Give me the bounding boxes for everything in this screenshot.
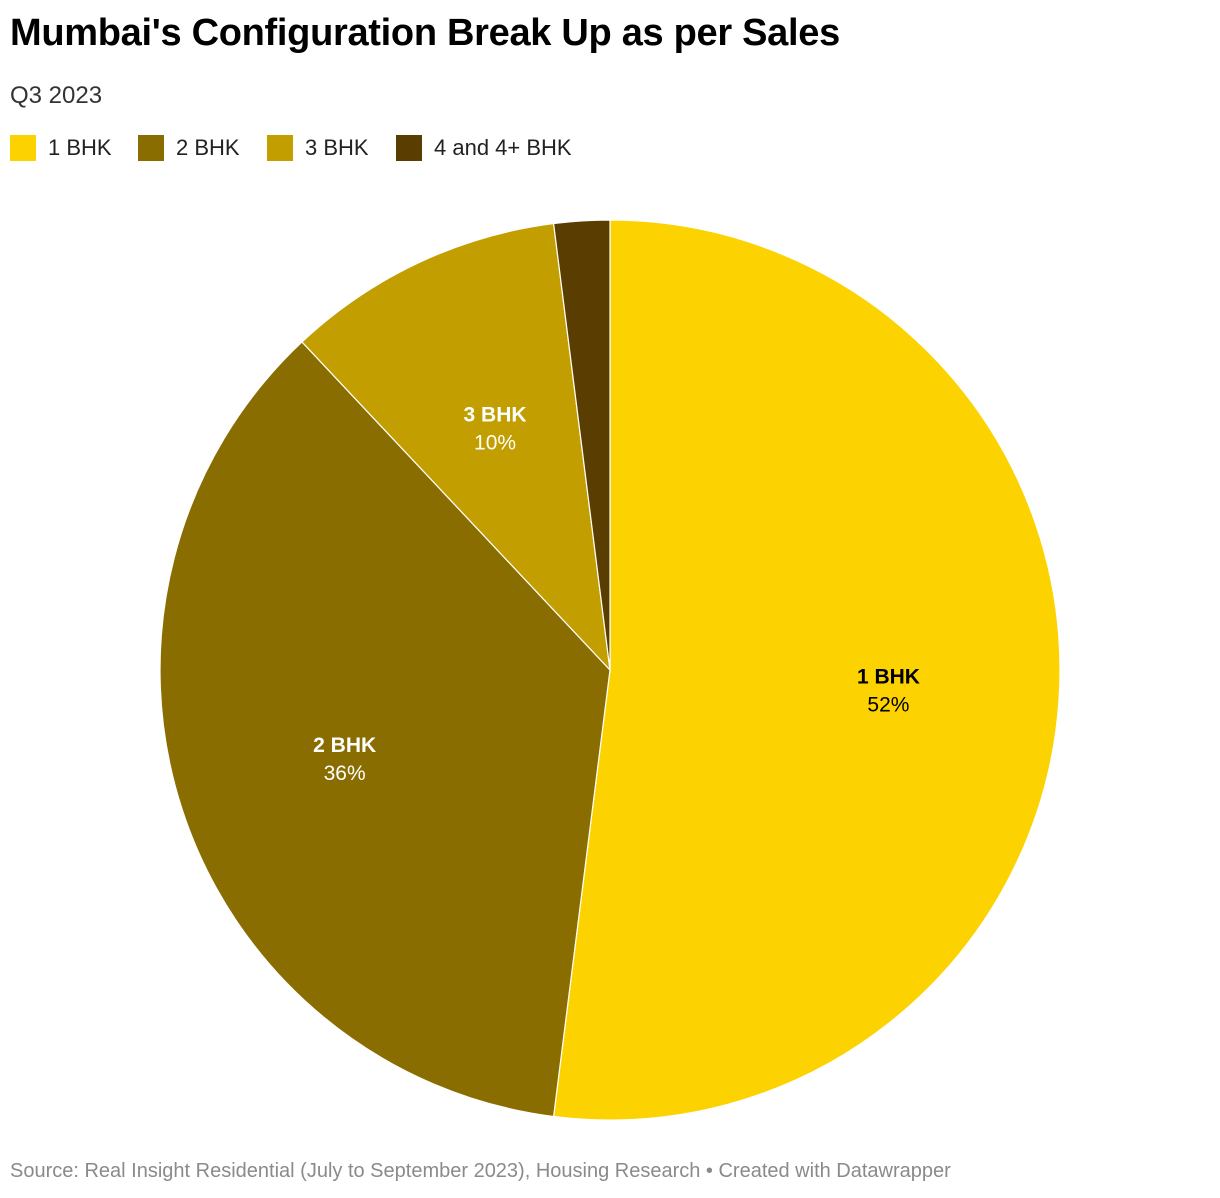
chart-title: Mumbai's Configuration Break Up as per S…: [10, 12, 840, 54]
pie-slice-3-bhk: [301, 222, 611, 672]
slice-value-label: 52%: [867, 694, 909, 717]
slice-label: 1 BHK: [857, 666, 920, 689]
legend-item-4bhk: 4 and 4+ BHK: [396, 134, 572, 162]
source-note: Source: Real Insight Residential (July t…: [10, 1160, 951, 1182]
chart-subtitle: Q3 2023: [10, 82, 103, 109]
legend-label: 4 and 4+ BHK: [434, 135, 572, 160]
legend-item-2bhk: 2 BHK: [138, 134, 240, 162]
legend-swatch: [10, 135, 36, 161]
legend-label: 1 BHK: [48, 135, 112, 160]
pie-slice-4-and-4-bhk: [552, 219, 611, 671]
pie-slice-2-bhk: [159, 341, 611, 1118]
pie-slice-1-bhk: [552, 219, 1061, 1121]
legend-item-1bhk: 1 BHK: [10, 134, 112, 162]
legend-swatch: [138, 135, 164, 161]
slice-value-label: 36%: [324, 762, 366, 785]
legend-swatch: [396, 135, 422, 161]
slice-value-label: 10%: [474, 432, 516, 455]
legend-label: 3 BHK: [305, 135, 369, 160]
legend-label: 2 BHK: [176, 135, 240, 160]
slice-label: 3 BHK: [464, 404, 527, 427]
legend-item-3bhk: 3 BHK: [267, 134, 369, 162]
legend-swatch: [267, 135, 293, 161]
slice-label: 2 BHK: [313, 734, 376, 757]
